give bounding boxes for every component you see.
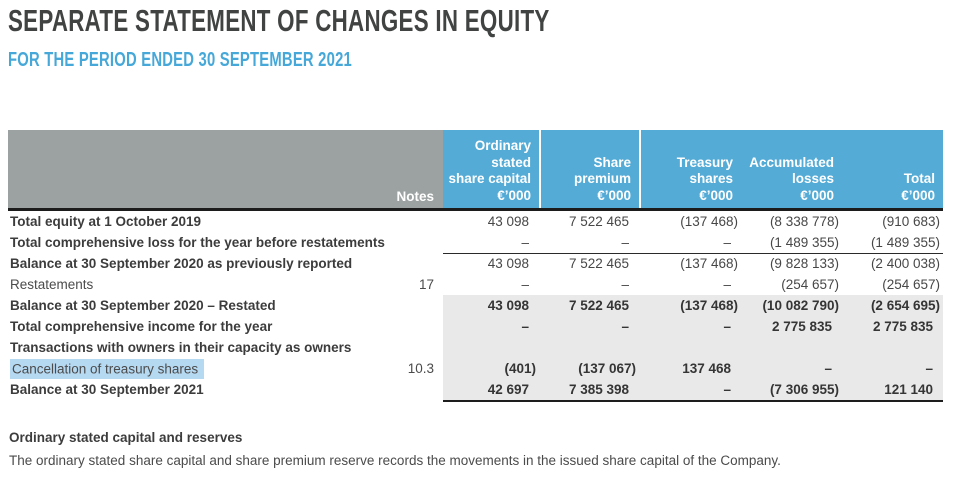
page-title: SEPARATE STATEMENT OF CHANGES IN EQUITY <box>8 3 550 38</box>
table-row-transactions-with-owners: Transactions with owners in their capaci… <box>8 337 943 358</box>
column-header-ordinary-stated-share-capital: Ordinary stated share capital €’000 <box>443 130 539 208</box>
table-row-balance-2020-previously-reported: Balance at 30 September 2020 as previous… <box>10 256 940 271</box>
footnote-body: The ordinary stated share capital and sh… <box>9 453 781 468</box>
table-row-balance-2020-restated: Balance at 30 September 2020 – Restated … <box>8 295 943 316</box>
table-row-balance-2021: Balance at 30 September 2021 42 697 7 38… <box>8 379 943 402</box>
equity-statement-table: Notes Ordinary stated share capital €’00… <box>8 130 943 402</box>
column-header-total: Total €’000 <box>842 130 943 208</box>
column-header-treasury-shares: Treasury shares €’000 <box>639 130 741 208</box>
table-row-comprehensive-loss-before-restatements: Total comprehensive loss for the year be… <box>8 232 943 254</box>
table-row-restatements: Restatements 17 – – – (254 657) (254 657… <box>8 274 943 296</box>
column-header-accumulated-losses: Accumulated losses €’000 <box>741 130 842 208</box>
page-subtitle: FOR THE PERIOD ENDED 30 SEPTEMBER 2021 <box>8 49 352 71</box>
notes-column-header: Notes <box>8 130 443 208</box>
table-row-comprehensive-income: Total comprehensive income for the year … <box>8 316 943 338</box>
table-row-cancellation-treasury-shares: Cancellation of treasury shares 10.3 (40… <box>8 358 943 380</box>
column-header-share-premium: Share premium €’000 <box>539 130 639 208</box>
notes-header-label: Notes <box>396 189 434 204</box>
table-header-row: Notes Ordinary stated share capital €’00… <box>8 130 943 211</box>
table-row-total-equity-1-oct-2019: Total equity at 1 October 2019 43 098 7 … <box>10 214 940 229</box>
selected-text-highlight[interactable]: Cancellation of treasury shares <box>10 358 205 379</box>
footnote-heading: Ordinary stated capital and reserves <box>9 430 243 445</box>
